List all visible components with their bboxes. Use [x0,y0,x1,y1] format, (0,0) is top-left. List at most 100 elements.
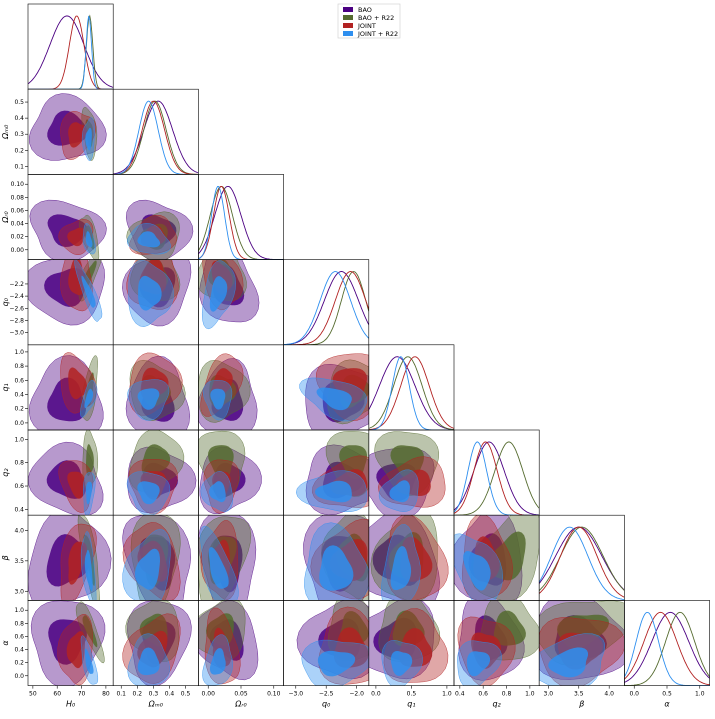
panel-marks [28,515,112,601]
y-tick-label-Om0: 0.1 [14,163,24,170]
panel-alpha-Or0 [198,600,284,686]
contour-68-joint-r22 [210,388,226,410]
contour-68-joint-r22 [138,275,162,311]
density-joint-r22 [454,441,540,516]
contour-68-joint-r22 [86,481,93,505]
panel-Om0-H0 [27,88,114,175]
y-tick-label-alpha: 0.8 [14,620,24,627]
density-bao [198,185,284,260]
y-tick-label-alpha: 0.6 [14,633,24,640]
density-joint-r22 [283,271,369,345]
density-joint-r22 [368,356,454,430]
density-bao-r22 [198,185,284,260]
contour-68-bao-r22 [141,444,171,477]
panel-marks [299,353,369,430]
panel-marks [454,515,540,601]
x-tick-label-Or0: 0.05 [234,691,248,698]
panel-marks [122,259,192,327]
y-tick-label-q1: 0.6 [14,377,24,384]
panel-marks [28,14,114,90]
y-tick-label-q0: −2.6 [9,305,24,312]
panel-q0-H0 [27,259,114,346]
density-bao-r22 [368,356,454,430]
y-tick-label-Or0: 0.10 [11,181,25,188]
panel-marks [457,600,540,686]
density-bao [624,611,710,683]
x-tick-label-H0: 50 [29,691,37,698]
panel-marks [198,353,258,430]
panel-alpha-H0 [27,600,114,686]
contour-68-joint-r22 [137,481,160,505]
y-tick-label-q0: −3.0 [9,330,24,337]
contour-68-joint-r22 [390,651,413,676]
y-axis-label-q0: q₀ [1,297,10,306]
panel-beta-q2 [453,514,540,601]
panel-marks [113,100,199,175]
density-bao [28,15,114,88]
x-tick-label-alpha: 0.0 [629,691,639,698]
x-tick-label-Om0: 0.1 [116,691,126,698]
x-tick-label-beta: 3.5 [574,691,584,698]
x-tick-label-Om0: 0.4 [165,691,175,698]
panel-alpha-q1 [368,600,455,686]
panel-q2-q2 [453,429,540,516]
x-tick-label-q1: 0.5 [407,691,417,698]
x-tick-label-q0: −3.0 [288,691,303,698]
y-tick-label-Om0: 0.5 [14,99,24,106]
x-axis-label-q0: q₀ [322,700,331,709]
y-axis-label-alpha: α [1,640,10,646]
contour-68-joint-r22 [317,650,356,677]
panel-marks [454,441,540,516]
panel-alpha-beta [538,600,625,686]
panel-Or0-H0 [27,174,114,260]
panel-marks [125,352,191,430]
x-tick-label-q0: −2.0 [349,691,364,698]
legend-label-bao: BAO [358,6,372,14]
y-tick-label-q1: 1.0 [14,349,24,356]
panel-q1-q0 [283,344,370,431]
contour-68-bao-r22 [493,610,526,646]
x-axis-label-H0: H₀ [66,700,76,709]
panel-marks [29,199,107,260]
contour-68-joint-r22 [209,648,226,675]
contour-68-joint-r22 [85,231,93,248]
panel-q0-q0 [283,259,370,346]
legend: BAO BAO + R22 JOINT JOINT + R22 [337,3,401,39]
contour-68-joint-r22 [137,647,160,676]
x-tick-label-q1: 0.0 [371,691,381,698]
panel-marks [30,600,106,686]
panel-marks [368,515,449,601]
panel-marks [295,431,369,516]
legend-swatch-joint-r22 [343,31,353,36]
panel-alpha-alpha [624,600,710,686]
panel-beta-q1 [368,514,455,601]
x-axis-label-Om0: Ωₘ₀ [148,700,164,709]
panel-marks [283,271,369,345]
legend-label-joint: JOINT [357,22,376,30]
y-tick-label-Om0: 0.3 [14,131,24,138]
contour-68-joint-r22 [84,388,94,409]
contour-68-joint-r22 [84,549,93,592]
panel-marks [28,259,105,326]
panel-marks [198,600,259,686]
x-tick-label-alpha: 0.5 [662,691,672,698]
legend-label-joint-r22: JOINT + R22 [357,30,398,38]
x-axis-label-q2: q₂ [492,700,501,709]
contour-68-joint [68,122,87,148]
y-tick-label-alpha: 0.0 [14,673,24,680]
x-tick-label-Or0: 0.10 [267,691,281,698]
panel-marks [303,515,369,601]
contour-68-bao-r22 [86,444,94,476]
contour-68-joint [67,471,86,499]
x-axis-label-beta: β [578,700,584,709]
panel-alpha-Om0 [112,600,199,686]
density-bao-r22 [624,611,710,686]
panel-frame [27,3,114,90]
density-joint [28,15,114,90]
panel-marks [539,526,625,601]
contour-68-joint-r22 [463,551,491,591]
contour-68-joint-r22 [135,548,160,590]
panel-H0-H0 [27,3,114,90]
density-bao [539,526,625,591]
density-bao [113,100,199,175]
